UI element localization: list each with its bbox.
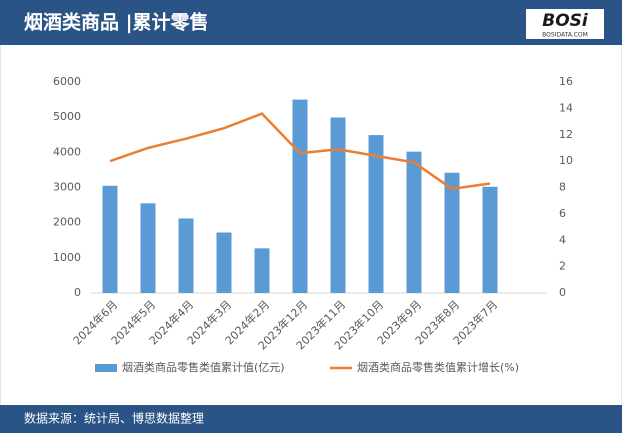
y-tick-label: 2000 bbox=[53, 216, 81, 229]
y2-tick-label: 4 bbox=[559, 233, 566, 246]
bar bbox=[216, 232, 232, 293]
y2-tick-label: 0 bbox=[559, 286, 566, 299]
page-title: 烟酒类商品 |累计零售 bbox=[24, 11, 209, 34]
y-tick-label: 0 bbox=[74, 286, 81, 299]
y2-tick-label: 14 bbox=[559, 101, 573, 114]
header-bar bbox=[0, 0, 622, 45]
bar bbox=[178, 218, 194, 293]
bar bbox=[330, 117, 346, 293]
bar bbox=[254, 248, 270, 293]
bar bbox=[406, 151, 422, 293]
logo: BOSi bbox=[542, 11, 589, 31]
y2-tick-label: 8 bbox=[559, 181, 566, 194]
y-tick-label: 3000 bbox=[53, 181, 81, 194]
footer-source: 数据来源：统计局、博思数据整理 bbox=[24, 411, 204, 426]
bar bbox=[102, 185, 118, 293]
logo-sub: BOSIDATA.COM bbox=[542, 32, 588, 39]
bar bbox=[482, 186, 498, 293]
legend-label: 烟酒类商品零售类值累计值(亿元) bbox=[122, 360, 285, 374]
line bbox=[109, 112, 491, 191]
y-tick-label: 5000 bbox=[53, 110, 81, 123]
legend-swatch bbox=[95, 364, 117, 372]
y2-tick-label: 2 bbox=[559, 260, 566, 273]
y-tick-label: 4000 bbox=[53, 145, 81, 158]
bar bbox=[140, 203, 156, 293]
legend-label: 烟酒类商品零售类值累计增长(%) bbox=[357, 360, 519, 374]
bar bbox=[368, 135, 384, 293]
logo-box bbox=[526, 9, 604, 39]
y2-tick-label: 16 bbox=[559, 75, 573, 88]
y2-tick-label: 12 bbox=[559, 128, 573, 141]
footer-bar bbox=[0, 405, 622, 433]
y-tick-label: 6000 bbox=[53, 75, 81, 88]
y2-tick-label: 10 bbox=[559, 154, 573, 167]
bar bbox=[292, 99, 308, 293]
bar bbox=[444, 172, 460, 293]
y2-tick-label: 6 bbox=[559, 207, 566, 220]
y-tick-label: 1000 bbox=[53, 251, 81, 264]
